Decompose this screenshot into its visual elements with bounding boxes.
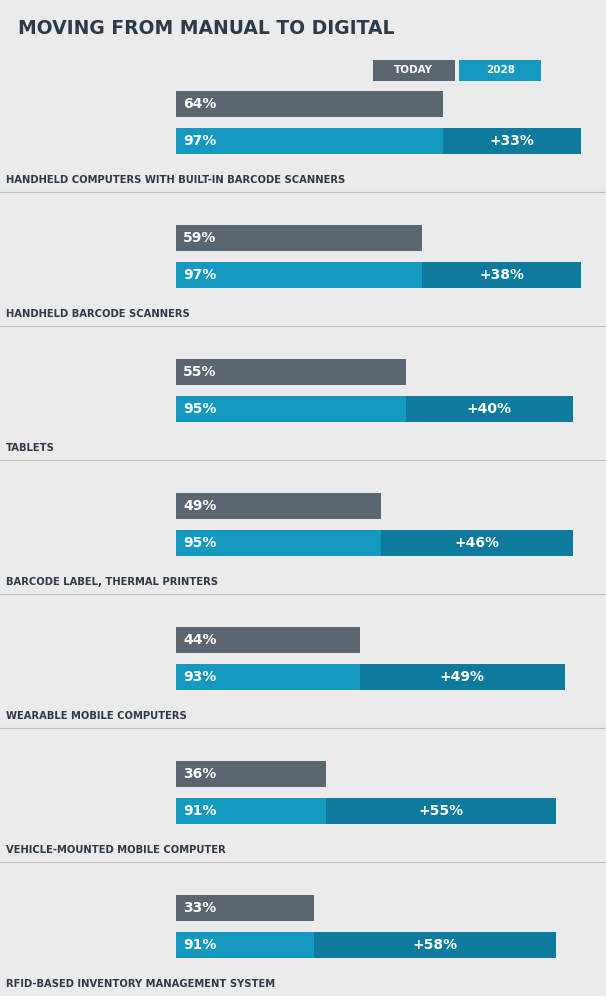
- Text: MOVING FROM MANUAL TO DIGITAL: MOVING FROM MANUAL TO DIGITAL: [18, 19, 395, 39]
- Text: 97%: 97%: [183, 268, 216, 282]
- Text: HANDHELD COMPUTERS WITH BUILT-IN BARCODE SCANNERS: HANDHELD COMPUTERS WITH BUILT-IN BARCODE…: [6, 175, 345, 185]
- Bar: [326, 799, 556, 825]
- Bar: [176, 128, 444, 154]
- Text: 95%: 95%: [183, 402, 216, 416]
- Bar: [176, 664, 360, 690]
- Text: 95%: 95%: [183, 536, 216, 551]
- Text: 91%: 91%: [183, 805, 216, 819]
- Text: RFID-BASED INVENTORY MANAGEMENT SYSTEM: RFID-BASED INVENTORY MANAGEMENT SYSTEM: [6, 979, 275, 989]
- Bar: [422, 262, 581, 288]
- Text: 2028: 2028: [486, 65, 514, 75]
- Bar: [176, 262, 422, 288]
- Text: 59%: 59%: [183, 231, 216, 245]
- Text: +58%: +58%: [413, 938, 458, 952]
- Bar: [381, 530, 573, 557]
- Text: +46%: +46%: [454, 536, 499, 551]
- Bar: [406, 396, 573, 422]
- Bar: [176, 493, 381, 519]
- Text: 49%: 49%: [183, 499, 216, 513]
- Text: 33%: 33%: [183, 900, 216, 915]
- Text: 93%: 93%: [183, 670, 216, 684]
- Text: TODAY: TODAY: [394, 65, 433, 75]
- Text: VEHICLE-MOUNTED MOBILE COMPUTER: VEHICLE-MOUNTED MOBILE COMPUTER: [6, 846, 226, 856]
- Bar: [176, 225, 422, 251]
- Text: BARCODE LABEL, THERMAL PRINTERS: BARCODE LABEL, THERMAL PRINTERS: [6, 578, 218, 588]
- Bar: [444, 128, 581, 154]
- Bar: [176, 359, 406, 384]
- Text: 97%: 97%: [183, 134, 216, 148]
- Text: HANDHELD BARCODE SCANNERS: HANDHELD BARCODE SCANNERS: [6, 309, 190, 319]
- Text: +40%: +40%: [467, 402, 512, 416]
- Text: 36%: 36%: [183, 767, 216, 781]
- Text: +38%: +38%: [479, 268, 524, 282]
- Bar: [176, 799, 326, 825]
- Text: 91%: 91%: [183, 938, 216, 952]
- Bar: [176, 932, 314, 958]
- Text: TABLETS: TABLETS: [6, 443, 55, 453]
- Bar: [176, 396, 406, 422]
- Bar: [176, 894, 314, 921]
- Text: +33%: +33%: [490, 134, 534, 148]
- Bar: [176, 761, 326, 787]
- Bar: [360, 664, 565, 690]
- Text: +55%: +55%: [419, 805, 464, 819]
- Bar: [176, 91, 444, 117]
- Text: 44%: 44%: [183, 632, 216, 646]
- Text: +49%: +49%: [440, 670, 485, 684]
- Bar: [176, 626, 360, 652]
- Bar: [373, 60, 454, 81]
- Text: 55%: 55%: [183, 365, 216, 378]
- Bar: [176, 530, 381, 557]
- Bar: [459, 60, 541, 81]
- Bar: [314, 932, 556, 958]
- Text: WEARABLE MOBILE COMPUTERS: WEARABLE MOBILE COMPUTERS: [6, 711, 187, 721]
- Text: 64%: 64%: [183, 97, 216, 111]
